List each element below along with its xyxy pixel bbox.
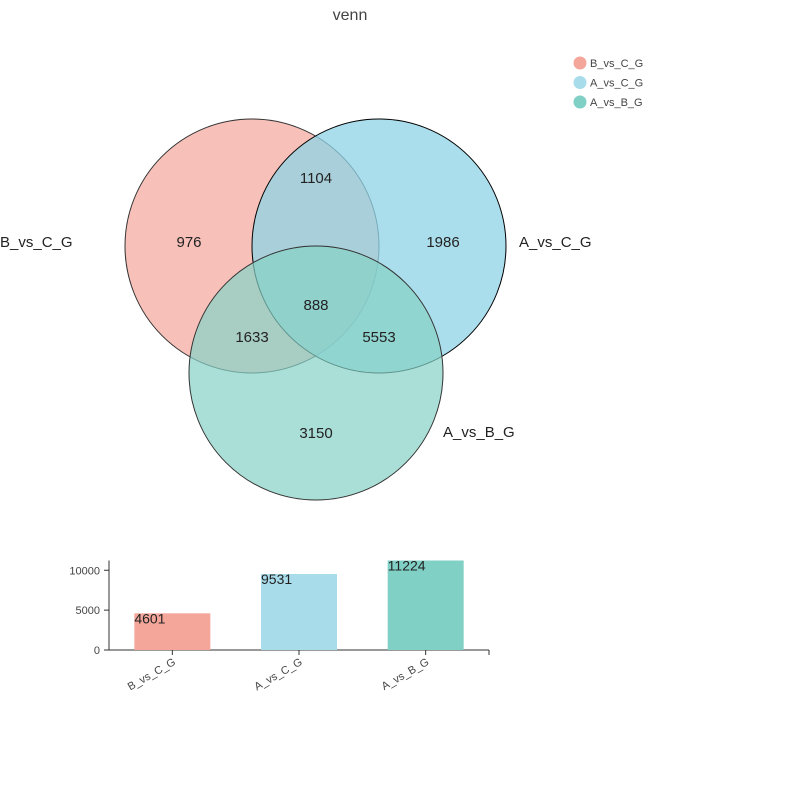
y-tick-label-0: 0 — [94, 645, 100, 657]
y-tick-label-5000: 5000 — [76, 605, 100, 617]
x-tick-label-a-vs-c-g: A_vs_C_G — [252, 656, 304, 693]
legend-label-a-vs-c-g: A_vs_C_G — [590, 78, 643, 90]
y-tick-label-10000: 10000 — [69, 565, 100, 577]
venn-set-label-b-vs-c-g: B_vs_C_G — [0, 234, 73, 251]
venn-region-a-vs-c-g: 1986 — [426, 234, 459, 251]
bar-a-vs-c-g — [261, 573, 337, 650]
legend: B_vs_C_G A_vs_C_G A_vs_B_G — [573, 56, 643, 109]
bar-a-vs-b-g — [387, 560, 464, 650]
venn-region-b-vs-c-g-and-a-vs-c-g: 1104 — [300, 170, 332, 187]
venn-region-b-vs-c-g-and-a-vs-b-g: 1633 — [235, 329, 268, 346]
bar-value-label-b-vs-c-g: 4601 — [134, 610, 165, 626]
venn-region-b-vs-c-g: 976 — [176, 234, 201, 251]
venn-region-a-vs-b-g: 3150 — [299, 425, 332, 442]
legend-item-b-vs-c-g: B_vs_C_G — [573, 56, 643, 70]
legend-swatch-b-vs-c-g — [573, 56, 587, 70]
venn-set-labels: B_vs_C_G A_vs_C_G A_vs_B_G — [0, 234, 592, 441]
bar-value-label-a-vs-b-g: 11224 — [388, 558, 426, 574]
venn-set-label-a-vs-c-g: A_vs_C_G — [519, 234, 592, 251]
bar-chart: 0 5000 10000 4601 B_vs_C_G 9531 A_vs_C_G 11224 A… — [69, 558, 490, 693]
legend-swatch-a-vs-c-g — [573, 76, 587, 89]
venn-circle-a-vs-b-g — [188, 245, 444, 501]
legend-item-a-vs-c-g: A_vs_C_G — [573, 76, 643, 90]
venn-region-counts: 976 1986 3150 1104 1633 5553 888 — [176, 170, 459, 442]
legend-item-a-vs-b-g: A_vs_B_G — [573, 95, 643, 109]
chart-title: venn — [333, 7, 368, 24]
legend-label-b-vs-c-g: B_vs_C_G — [590, 58, 643, 70]
venn-set-label-a-vs-b-g: A_vs_B_G — [443, 424, 515, 441]
legend-swatch-a-vs-b-g — [573, 95, 587, 109]
venn-circles — [124, 118, 507, 501]
bar-value-label-a-vs-c-g: 9531 — [261, 571, 292, 587]
venn-region-a-vs-c-g-and-a-vs-b-g: 5553 — [362, 329, 395, 346]
x-tick-label-b-vs-c-g: B_vs_C_G — [126, 656, 178, 693]
bar-b-vs-c-g — [134, 613, 211, 650]
venn-region-b-vs-c-g-and-a-vs-c-g-and-a-vs-b-g: 888 — [303, 297, 328, 314]
x-tick-label-a-vs-b-g: A_vs_B_G — [380, 656, 432, 693]
legend-label-a-vs-b-g: A_vs_B_G — [590, 97, 643, 109]
